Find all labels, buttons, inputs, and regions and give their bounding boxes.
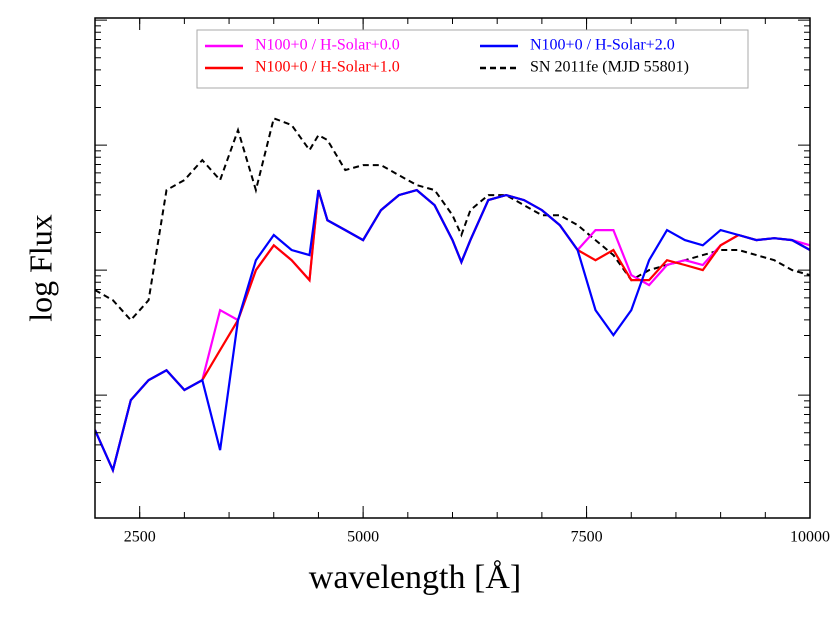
x-tick-label: 10000 <box>790 529 830 546</box>
x-tick-label: 2500 <box>124 529 156 546</box>
legend-box <box>196 29 749 89</box>
legend-label: N100+0 / H-Solar+2.0 <box>530 37 675 54</box>
series-line <box>95 188 810 474</box>
x-axis-label: wavelength [Å] <box>309 559 521 596</box>
legend-label: N100+0 / H-Solar+0.0 <box>255 37 400 54</box>
x-tick-label: 5000 <box>347 529 379 546</box>
legend-label: SN 2011fe (MJD 55801) <box>530 59 689 76</box>
series-line <box>95 116 810 322</box>
x-tick-label: 7500 <box>571 529 603 546</box>
legend-label: N100+0 / H-Solar+1.0 <box>255 59 400 76</box>
plot-frame <box>94 17 811 519</box>
series-line <box>95 188 810 474</box>
y-axis-label: log Flux <box>22 214 58 322</box>
series-line <box>95 188 810 474</box>
